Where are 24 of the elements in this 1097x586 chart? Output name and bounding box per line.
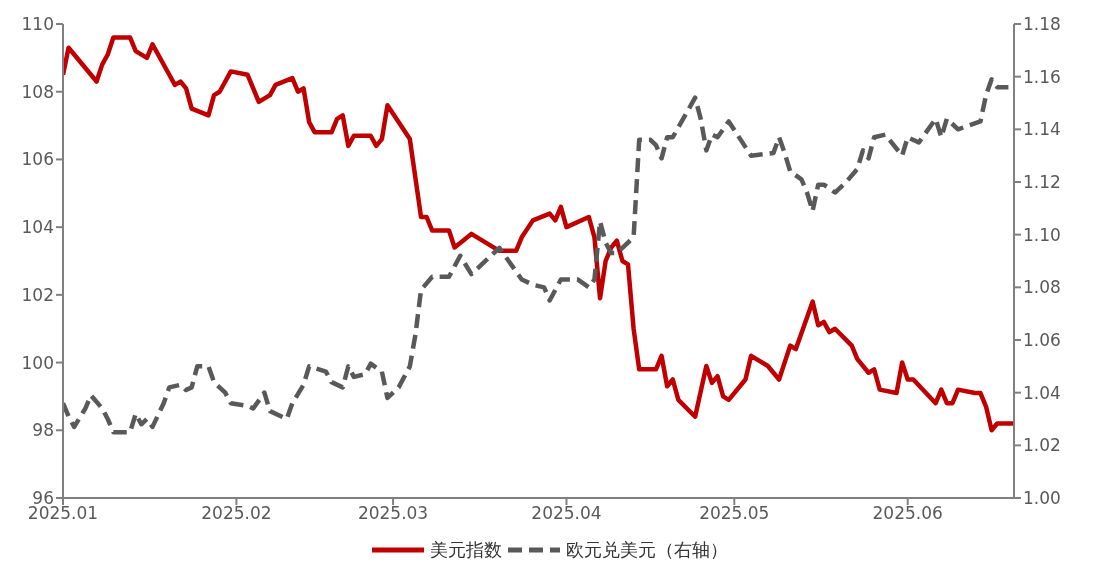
y-tick-label: 102 [21, 284, 54, 305]
legend-label: 欧元兑美元（右轴） [565, 538, 728, 562]
x-tick-label: 2025.02 [201, 503, 272, 524]
y-tick-label: 100 [21, 352, 54, 373]
y2-tick-label: 1.08 [1023, 277, 1061, 298]
y-tick-label: 108 [21, 81, 54, 102]
y-tick-label: 110 [21, 14, 54, 35]
x-tick-label: 2025.03 [357, 503, 429, 524]
y2-tick-label: 1.04 [1023, 382, 1061, 403]
x-tick-label: 2025.04 [531, 503, 602, 524]
x-tick-label: 2025.05 [699, 503, 770, 524]
y2-tick-label: 1.14 [1023, 119, 1061, 140]
legend-label: 美元指数 [429, 538, 502, 562]
y2-tick-label: 1.12 [1023, 172, 1061, 193]
y2-tick-label: 1.10 [1023, 224, 1061, 245]
y2-tick-label: 1.00 [1023, 488, 1061, 509]
y2-tick-label: 1.18 [1023, 14, 1061, 35]
y2-tick-label: 1.16 [1023, 66, 1061, 87]
y-tick-label: 106 [21, 149, 54, 170]
y2-tick-label: 1.06 [1023, 330, 1061, 351]
x-tick-label: 2025.06 [872, 503, 943, 524]
y-tick-label: 104 [21, 217, 54, 238]
y2-tick-label: 1.02 [1023, 435, 1061, 456]
y-tick-label: 98 [32, 420, 54, 441]
